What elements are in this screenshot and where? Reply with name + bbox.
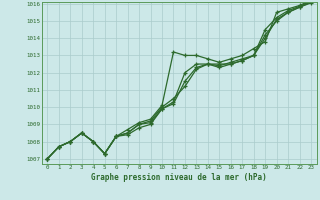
- X-axis label: Graphe pression niveau de la mer (hPa): Graphe pression niveau de la mer (hPa): [91, 173, 267, 182]
